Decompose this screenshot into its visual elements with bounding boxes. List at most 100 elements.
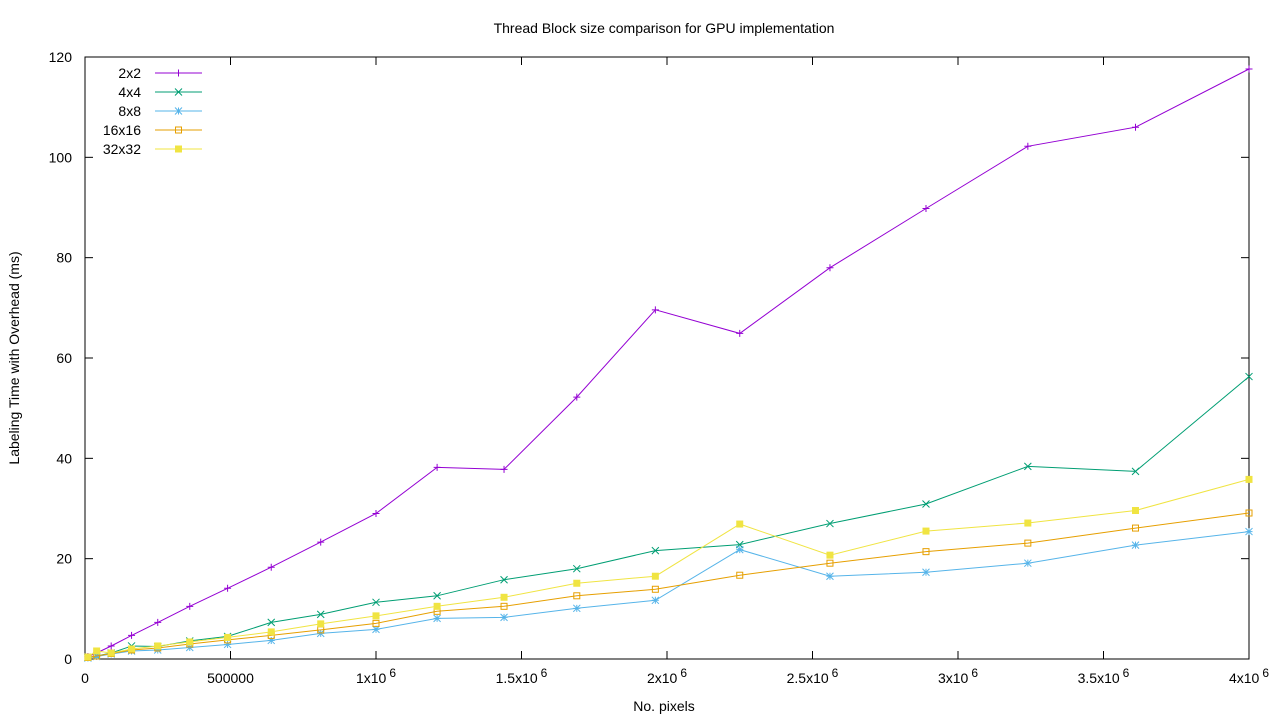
- data-point: [826, 572, 834, 581]
- data-point: [826, 551, 834, 559]
- data-point: [1023, 462, 1032, 471]
- data-point: [572, 604, 581, 613]
- data-point: [154, 642, 162, 650]
- x-tick-label-exponent: 6: [971, 666, 978, 680]
- data-point: [372, 612, 380, 620]
- data-point: [185, 643, 194, 652]
- x-tick-label-exponent: 6: [389, 666, 396, 680]
- data-point: [573, 579, 581, 587]
- legend-item-16x16: 16x16: [103, 122, 202, 138]
- x-tick-label-base: 4x10: [1229, 670, 1260, 686]
- data-point: [922, 500, 930, 508]
- x-tick-label-base: 2.5x10: [787, 670, 829, 686]
- data-point: [93, 647, 101, 655]
- series-2x2: [84, 65, 1253, 660]
- data-point: [1024, 539, 1032, 547]
- data-point: [186, 638, 194, 646]
- x-tick-label-base: 1x10: [356, 670, 387, 686]
- legend-label: 8x8: [118, 103, 141, 119]
- data-point: [267, 618, 276, 627]
- x-tick-label: 4x10 6: [1229, 666, 1269, 686]
- data-point: [651, 306, 659, 314]
- x-tick-label-base: 1.5x10: [496, 670, 538, 686]
- series-line: [87, 478, 1250, 658]
- data-point: [1132, 507, 1140, 515]
- data-point: [1245, 509, 1253, 517]
- data-point: [1245, 527, 1253, 536]
- legend-label: 16x16: [103, 122, 141, 138]
- legend-item-32x32: 32x32: [103, 141, 202, 157]
- series-line: [87, 512, 1250, 658]
- legend-marker: [174, 88, 183, 96]
- series-line: [87, 531, 1250, 659]
- y-tick-label: 0: [64, 651, 72, 667]
- data-point: [651, 596, 660, 605]
- data-point: [736, 571, 744, 579]
- data-point: [1131, 541, 1140, 549]
- data-point: [651, 546, 660, 555]
- data-point: [107, 649, 115, 657]
- series-line: [87, 376, 1250, 658]
- legend-label: 4x4: [118, 84, 141, 100]
- y-tick-label: 20: [56, 551, 72, 567]
- data-point: [922, 548, 930, 556]
- data-point: [735, 545, 744, 554]
- data-point: [500, 602, 508, 610]
- data-point: [1245, 372, 1253, 381]
- y-axis-label: Labeling Time with Overhead (ms): [6, 251, 22, 464]
- legend-marker: [175, 126, 182, 134]
- data-point: [500, 613, 508, 622]
- data-point: [1023, 559, 1032, 568]
- data-point: [107, 642, 115, 650]
- legend-marker: [175, 145, 182, 153]
- data-point: [267, 563, 275, 571]
- x-tick-label-base: 2x10: [647, 670, 678, 686]
- x-axis-label: No. pixels: [633, 698, 694, 714]
- series-group: [84, 65, 1253, 662]
- data-point: [500, 575, 508, 584]
- data-point: [433, 463, 441, 471]
- data-point: [186, 602, 194, 610]
- data-point: [317, 620, 325, 628]
- series-32x32: [84, 475, 1253, 661]
- x-tick-label: 2x10 6: [647, 666, 687, 686]
- data-point: [826, 264, 834, 272]
- data-point: [372, 510, 380, 518]
- y-tick-label: 80: [56, 250, 72, 266]
- data-point: [922, 527, 930, 535]
- legend: 2x2 4x4 8x8 16x16 32x32: [103, 65, 202, 157]
- data-point: [1024, 142, 1032, 150]
- x-tick-label: 3x10 6: [938, 666, 978, 686]
- y-tick-label: 120: [49, 49, 73, 65]
- x-tick-label-exponent: 6: [832, 666, 839, 680]
- legend-marker: [174, 107, 183, 115]
- data-point: [922, 568, 930, 577]
- data-point: [316, 629, 325, 638]
- data-point: [651, 585, 659, 593]
- x-tick-label-base: 3.5x10: [1078, 670, 1120, 686]
- x-tick-label-base: 3x10: [938, 670, 969, 686]
- data-point: [736, 329, 744, 337]
- data-point: [433, 602, 441, 610]
- data-point: [573, 592, 581, 600]
- data-point: [433, 614, 441, 623]
- data-point: [223, 640, 232, 649]
- data-point: [372, 619, 380, 627]
- legend-label: 2x2: [118, 65, 141, 81]
- data-point: [128, 631, 136, 639]
- data-point: [572, 564, 581, 573]
- x-tick-label-exponent: 6: [541, 666, 548, 680]
- data-point: [922, 205, 930, 213]
- legend-label: 32x32: [103, 141, 141, 157]
- x-tick-label-exponent: 6: [1262, 666, 1269, 680]
- x-tick-label: 500000: [207, 670, 254, 686]
- legend-item-8x8: 8x8: [118, 103, 202, 119]
- data-point: [826, 559, 834, 567]
- legend-marker: [175, 69, 182, 77]
- data-point: [826, 519, 834, 528]
- chart-title: Thread Block size comparison for GPU imp…: [494, 20, 835, 36]
- data-point: [372, 625, 380, 634]
- series-8x8: [84, 527, 1253, 662]
